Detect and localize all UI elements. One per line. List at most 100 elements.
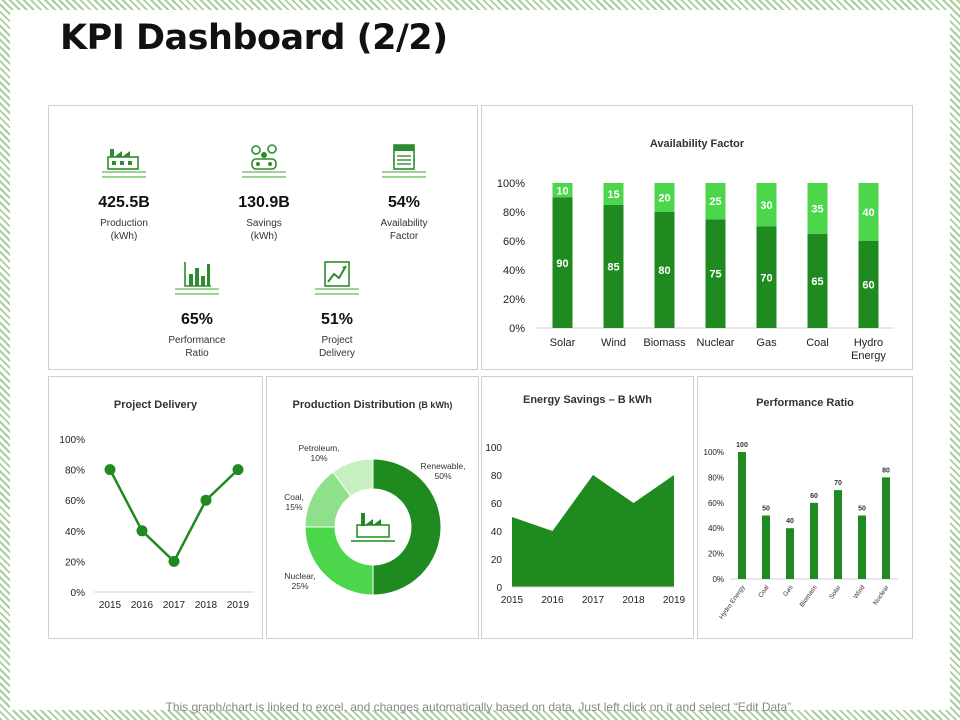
x-tick-label: Coal — [806, 337, 829, 349]
y-tick-label: 80% — [503, 207, 525, 219]
kpi-value: 425.5B — [98, 194, 150, 211]
savings-icon — [242, 144, 286, 178]
y-tick-label: 100% — [497, 178, 525, 190]
chart-title: Performance Ratio — [756, 397, 854, 409]
bar-available — [807, 233, 828, 328]
kpi-label: Production (kWh) — [100, 218, 148, 242]
x-tick-label: 2019 — [227, 600, 250, 611]
bar-unavailable — [807, 183, 828, 234]
x-tick-label: 2017 — [163, 600, 186, 611]
y-tick-label: 60% — [708, 499, 724, 508]
energy-savings-chart: 0 20 40 60 80 100 2015 2016 2017 2018 2019 — [485, 443, 686, 606]
delivery-chart-icon — [315, 261, 359, 295]
bar-value-label: 50 — [762, 506, 770, 513]
factory-icon-roof — [365, 519, 381, 525]
x-tick-label: Hydro — [854, 337, 883, 349]
y-tick-label: 0% — [509, 323, 525, 335]
bar-value-label: 15 — [607, 189, 619, 201]
y-tick-label: 80 — [491, 471, 503, 482]
data-point — [136, 525, 148, 537]
kpi-value: 65% — [180, 311, 214, 328]
bar — [810, 502, 818, 579]
bar-value-label: 100 — [736, 442, 748, 449]
bar-chart-icon — [175, 262, 219, 295]
bar — [786, 528, 794, 579]
bar-available — [858, 241, 879, 328]
y-tick-label: 100 — [485, 443, 502, 454]
factory-icon — [102, 149, 146, 178]
kpi-value: 51% — [320, 311, 354, 328]
x-tick-label: 2018 — [195, 600, 218, 611]
bar-value-label: 10 — [556, 185, 568, 197]
x-tick-label: Wind — [601, 337, 626, 349]
data-point — [168, 555, 180, 567]
factory-icon — [351, 513, 395, 542]
bar-unavailable — [756, 183, 777, 227]
bar-value-label: 70 — [834, 480, 842, 487]
x-tick-label: Hydro Energy — [718, 584, 747, 621]
y-tick-label: 60 — [491, 499, 503, 510]
pie-slice — [332, 458, 374, 497]
kpi-label: Savings (kWh) — [246, 218, 282, 242]
x-tick-label: 2017 — [582, 595, 605, 606]
bar — [762, 515, 770, 579]
kpi-savings: 130.9B Savings (kWh) — [204, 141, 324, 243]
y-tick-label: 60% — [65, 496, 85, 507]
bar — [834, 490, 842, 579]
bar-value-label: 65 — [811, 276, 823, 288]
slice-label-value: 25% — [291, 581, 308, 591]
performance-ratio-chart: 0% 20% 40% 60% 80% 100% 100 Hydro Energy 50 Coal 4… — [704, 442, 898, 621]
bar-unavailable — [654, 183, 675, 212]
bar-value-label: 50 — [858, 506, 866, 513]
data-point — [104, 464, 116, 476]
bar-value-label: 40 — [786, 518, 794, 525]
bar-value-label: 60 — [862, 280, 874, 292]
x-tick-label: Solar — [550, 337, 576, 349]
bar — [738, 452, 746, 579]
energy-savings-panel: Energy Savings – B kWh 0 20 40 60 80 100 2015 2… — [481, 376, 694, 639]
x-tick-label: Gas — [756, 337, 777, 349]
bar-value-label: 40 — [862, 207, 874, 219]
series-line — [108, 468, 239, 564]
x-tick-label: 2018 — [622, 595, 645, 606]
y-tick-label: 20% — [65, 557, 85, 568]
y-tick-label: 0 — [496, 583, 502, 594]
bar — [858, 515, 866, 579]
chart-title-row: Production Distribution (B kWh) — [267, 399, 478, 411]
y-tick-label: 0% — [71, 588, 86, 599]
bar-available — [705, 219, 726, 328]
chart-title: Production Distribution — [292, 399, 416, 411]
y-tick-label: 0% — [712, 575, 724, 584]
bar-value-label: 20 — [658, 193, 670, 205]
kpi-performance: 65% Performance Ratio — [137, 258, 257, 360]
x-tick-label: Coal — [757, 584, 771, 599]
bar-available — [552, 197, 573, 328]
page-title: KPI Dashboard (2/2) — [60, 18, 448, 58]
x-tick-label: 2015 — [99, 600, 122, 611]
x-tick-label: 2019 — [663, 595, 686, 606]
bar-unavailable — [705, 183, 726, 220]
y-tick-label: 100% — [59, 435, 85, 446]
bar-value-label: 75 — [709, 269, 721, 281]
chart-title: Availability Factor — [649, 138, 745, 150]
kpi-availability: 54% Availability Factor — [344, 141, 464, 243]
y-tick-label: 20 — [491, 555, 503, 566]
y-tick-label: 40% — [65, 527, 85, 538]
y-tick-label: 100% — [704, 448, 724, 457]
factory-icon-body — [356, 524, 390, 538]
kpi-production: 425.5B Production (kWh) — [64, 141, 184, 243]
bar-value-label: 60 — [810, 493, 818, 500]
bar-value-label: 70 — [760, 272, 772, 284]
performance-ratio-panel: Performance Ratio 0% 20% 40% 60% 80% 100% 100 H… — [697, 376, 913, 639]
x-tick-label: Nuclear — [872, 583, 891, 606]
x-tick-label: Biomass — [799, 584, 819, 609]
bar — [882, 477, 890, 579]
data-point — [232, 464, 244, 476]
bar-available — [603, 204, 624, 328]
bar-value-label: 80 — [658, 265, 670, 277]
bar-unavailable — [603, 183, 624, 205]
y-tick-label: 40% — [708, 524, 724, 533]
y-tick-label: 80% — [708, 473, 724, 482]
y-tick-label: 40 — [491, 527, 503, 538]
x-tick-label: Biomass — [643, 337, 686, 349]
